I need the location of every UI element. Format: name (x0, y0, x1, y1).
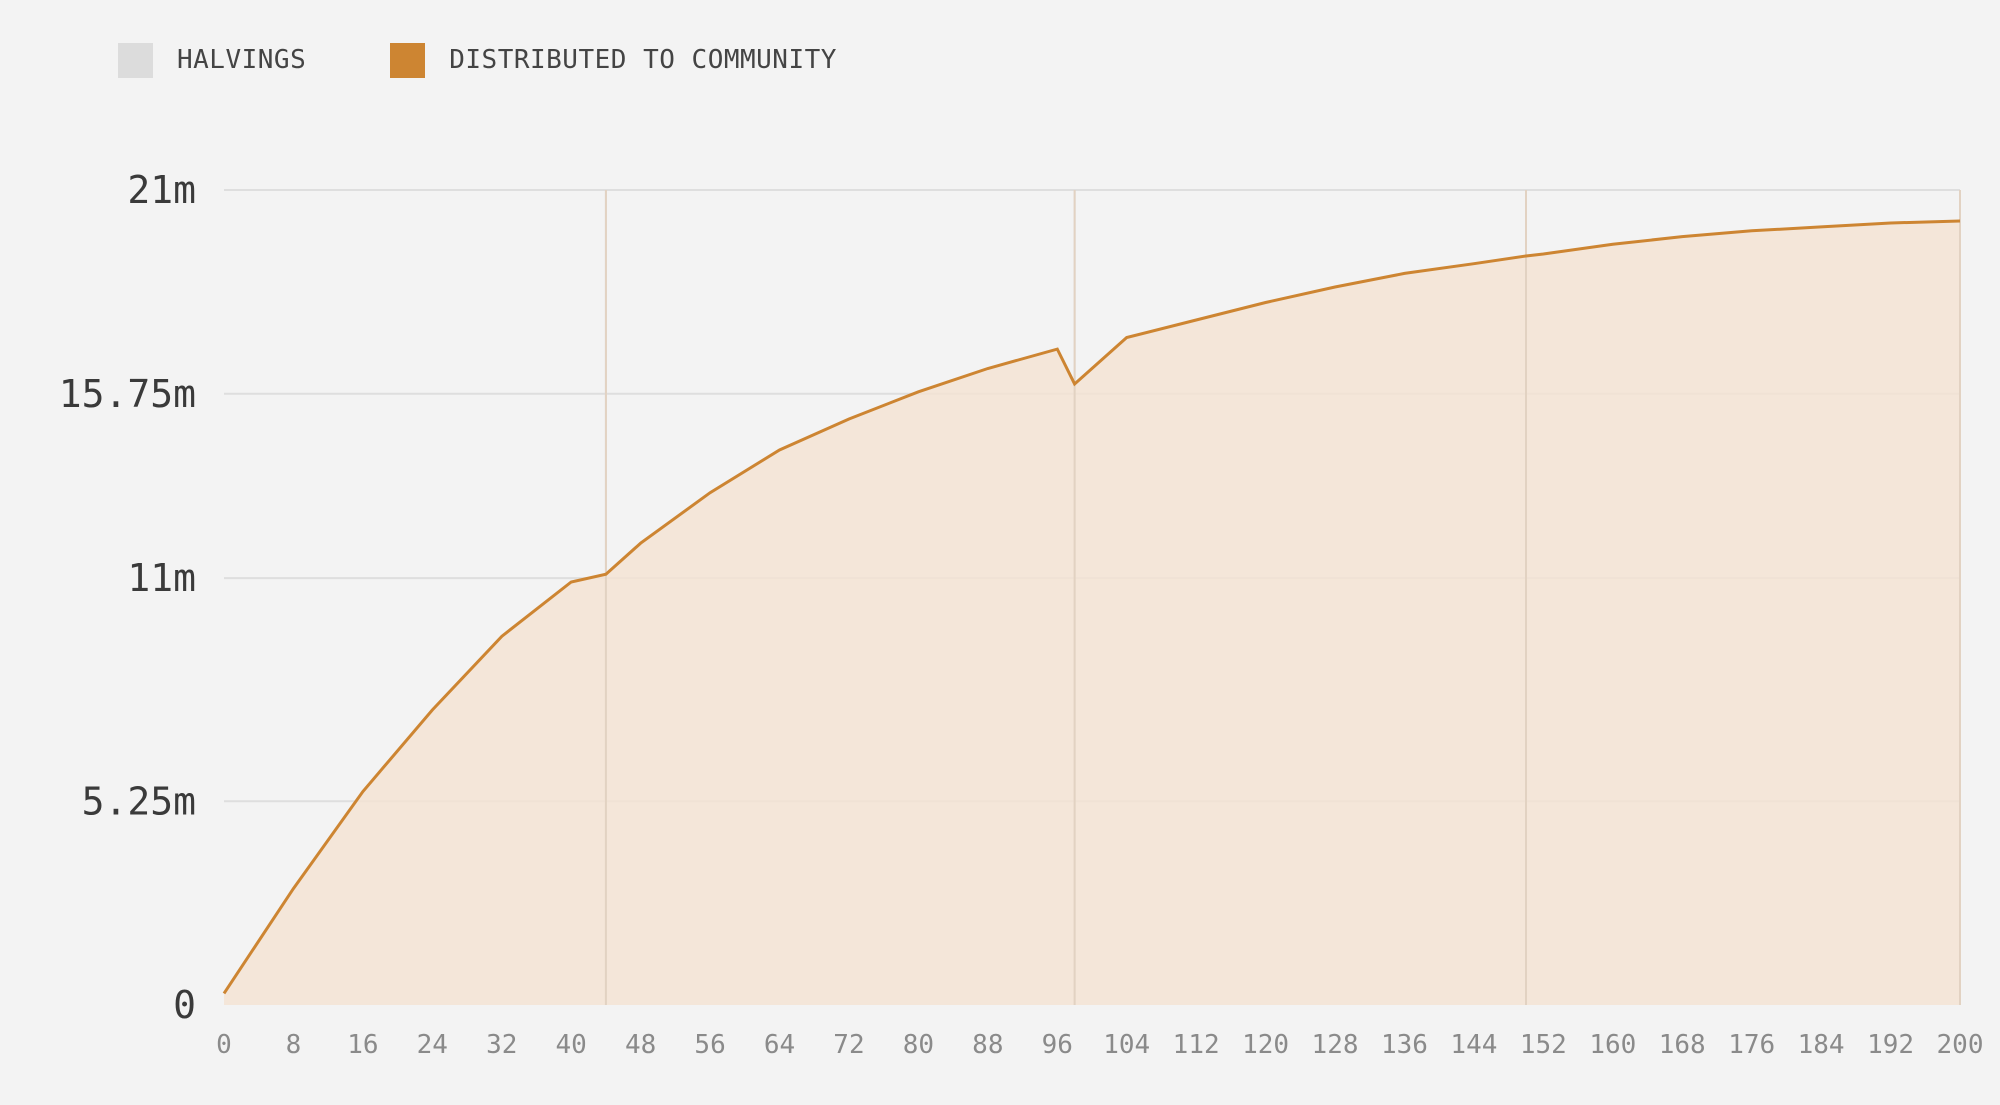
y-tick-label-3: 15.75m (59, 372, 196, 416)
y-axis: 0 5.25m 11m 15.75m 21m (59, 168, 196, 1027)
y-tick-label-2: 11m (127, 556, 196, 600)
x-tick-label-18: 144 (1450, 1030, 1497, 1060)
y-tick-label-4: 21m (127, 168, 196, 212)
x-tick-label-11: 88 (972, 1030, 1003, 1060)
x-tick-label-4: 32 (486, 1030, 517, 1060)
x-tick-label-5: 40 (556, 1030, 587, 1060)
x-tick-label-20: 160 (1589, 1030, 1636, 1060)
x-tick-label-25: 200 (1937, 1030, 1984, 1060)
x-tick-label-21: 168 (1659, 1030, 1706, 1060)
y-tick-label-0: 0 (173, 983, 196, 1027)
x-tick-label-22: 176 (1728, 1030, 1775, 1060)
x-tick-label-12: 96 (1042, 1030, 1073, 1060)
y-tick-label-1: 5.25m (82, 779, 196, 823)
legend-item-halvings[interactable]: HALVINGS (118, 42, 307, 78)
x-tick-label-10: 80 (903, 1030, 934, 1060)
x-tick-label-7: 56 (694, 1030, 725, 1060)
distributed-swatch (390, 42, 426, 78)
x-tick-label-24: 192 (1867, 1030, 1914, 1060)
x-tick-label-3: 24 (417, 1030, 448, 1060)
legend-item-distributed[interactable]: DISTRIBUTED TO COMMUNITY (390, 42, 837, 78)
halvings-swatch (118, 42, 153, 78)
x-tick-label-13: 104 (1103, 1030, 1150, 1060)
x-tick-label-9: 72 (833, 1030, 864, 1060)
x-tick-label-8: 64 (764, 1030, 795, 1060)
x-tick-label-0: 0 (216, 1030, 232, 1060)
legend: HALVINGS DISTRIBUTED TO COMMUNITY (118, 40, 921, 80)
x-tick-label-16: 128 (1312, 1030, 1359, 1060)
legend-label-distributed: DISTRIBUTED TO COMMUNITY (449, 45, 837, 75)
x-tick-label-15: 120 (1242, 1030, 1289, 1060)
area-fill (224, 221, 1960, 1005)
x-tick-label-2: 16 (347, 1030, 378, 1060)
area-line (222, 219, 1961, 995)
x-tick-label-17: 136 (1381, 1030, 1428, 1060)
x-tick-label-6: 48 (625, 1030, 656, 1060)
x-tick-label-19: 152 (1520, 1030, 1567, 1060)
x-tick-label-14: 112 (1173, 1030, 1220, 1060)
x-axis: 0 8 16 24 32 40 48 56 64 72 80 88 96 104 112 120 128 136 1… (216, 1030, 1983, 1060)
legend-label-halvings: HALVINGS (177, 45, 307, 75)
x-tick-label-23: 184 (1798, 1030, 1845, 1060)
area-series (222, 190, 1961, 1005)
x-tick-label-1: 8 (286, 1030, 302, 1060)
